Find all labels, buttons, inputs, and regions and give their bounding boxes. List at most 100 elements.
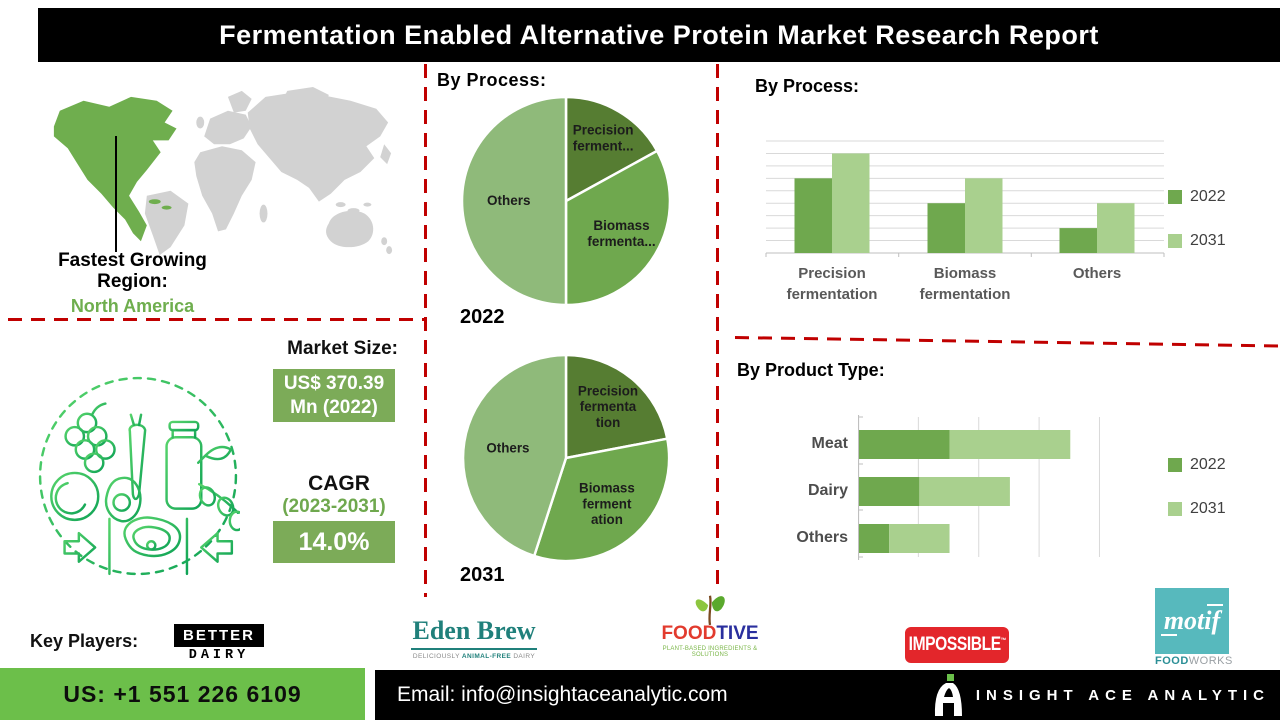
logo-eden-brew: Eden Brew DELICIOUSLY ANIMAL-FREE DAIRY: [411, 616, 537, 660]
fooditive-wordmark: FOODTIVE: [652, 623, 768, 645]
fooditive-plant-icon: [695, 595, 725, 625]
brand-name: INSIGHT ACE ANALYTIC: [975, 686, 1270, 704]
divider-right-horizontal: [734, 336, 1280, 348]
divider-vertical-2: [716, 64, 719, 592]
page-title: Fermentation Enabled Alternative Protein…: [219, 19, 1099, 50]
fooditive-part2: TIVE: [716, 623, 759, 644]
product-category-label: Dairy: [807, 482, 848, 499]
legend-item-2031: 2031: [1168, 500, 1226, 518]
fooditive-tagline: PLANT-BASED INGREDIENTS & SOLUTIONS: [662, 646, 758, 658]
contact-email: Email: info@insightaceanalytic.com: [397, 683, 728, 706]
cagr-value: 14.0%: [273, 521, 395, 563]
bar-category-label: Precision fermentation: [786, 265, 878, 303]
fastest-growing-region: Fastest Growing Region: North America: [40, 250, 225, 316]
stacked-bar-chart: [858, 415, 1100, 560]
pie-slice-label: Others: [486, 441, 529, 456]
phone-number: US: +1 551 226 6109: [63, 680, 302, 707]
pie-slice-others: [460, 95, 568, 307]
divider-vertical-1: [424, 64, 427, 597]
eden-brew-tagline: DELICIOUSLY ANIMAL-FREE DAIRY: [411, 653, 537, 660]
phone-banner: US: +1 551 226 6109: [0, 668, 365, 720]
pie-2022-year-label: 2022: [460, 306, 505, 328]
pie-chart-2022: Precision ferment... Biomass fermenta... Oth…: [460, 95, 672, 307]
grouped-bar-chart: [765, 140, 1165, 257]
stacked-bar-others-2031: [889, 524, 950, 553]
pie-slice-label: Others: [487, 193, 531, 208]
divider-left-horizontal: [8, 318, 425, 321]
logo-better-dairy: BETTER DAIRY: [174, 624, 264, 663]
bar-biomass-fermentation-2022: [927, 203, 965, 253]
region-value: North America: [70, 295, 195, 316]
product-chart-legend: 2022 2031: [1168, 456, 1226, 518]
pie-2031-year-label: 2031: [460, 564, 505, 586]
bar-category-label: Biomass fermentation: [919, 265, 1011, 303]
pie-slice-others: [461, 353, 568, 558]
pie-slice-precision-fermentation: [564, 353, 669, 460]
world-map: [53, 86, 393, 256]
better-dairy-top: BETTER: [174, 624, 264, 647]
motif-line-left: [1161, 634, 1177, 636]
fooditive-part1: FOOD: [661, 623, 717, 644]
pie-slice-label: Precision ferment...: [573, 122, 634, 153]
legend-swatch: [1168, 502, 1182, 516]
food-icons-illustration: [38, 376, 240, 576]
key-players-label: Key Players:: [30, 631, 139, 651]
legend-item-2031: 2031: [1168, 232, 1226, 250]
motif-line-right: [1207, 604, 1223, 606]
product-category-label: Meat: [811, 435, 848, 452]
bar-section-title: By Process:: [755, 76, 860, 96]
pie-slice-label: Precision fermenta tion: [578, 383, 638, 430]
insight-ace-logo-icon: [934, 674, 962, 716]
eden-tag-3: DAIRY: [513, 653, 536, 660]
market-size-label: Market Size:: [287, 338, 398, 359]
pie-slice-biomass-fermentation: [532, 437, 671, 563]
legend-swatch: [1168, 458, 1182, 472]
market-size-value: US$ 370.39 Mn (2022): [273, 369, 395, 422]
legend-swatch: [1168, 234, 1182, 248]
stacked-bar-meat-2022: [859, 430, 950, 459]
motif-foodworks: FOODWORKS: [1155, 654, 1232, 667]
eden-tag-1: DELICIOUSLY: [412, 653, 460, 660]
stacked-bar-others-2022: [859, 524, 890, 553]
legend-label: 2022: [1190, 456, 1226, 473]
legend-swatch: [1168, 190, 1182, 204]
pie-slice-biomass-fermentation: [564, 149, 672, 307]
bar-biomass-fermentation-2031: [965, 178, 1003, 253]
eden-brew-name: Eden Brew: [411, 616, 537, 650]
bar-precision-fermentation-2022: [794, 178, 832, 253]
stacked-bar-dairy-2031: [919, 477, 1010, 506]
motif-sub1: FOOD: [1155, 655, 1189, 667]
bar-category-label: Others: [1072, 265, 1122, 282]
better-dairy-bottom: DAIRY: [188, 648, 250, 663]
product-category-label: Others: [796, 529, 848, 546]
logo-impossible: IMPOSSIBLE™: [905, 627, 1009, 663]
bar-others-2031: [1097, 203, 1135, 253]
map-pointer-line: [115, 136, 117, 252]
bar-precision-fermentation-2031: [832, 153, 870, 253]
map-continents: [144, 86, 393, 256]
pie-slice-label: Biomass fermenta...: [587, 218, 655, 249]
legend-label: 2031: [1190, 500, 1226, 517]
pie-section-title: By Process:: [437, 70, 547, 90]
legend-label: 2031: [1190, 232, 1226, 249]
stacked-bar-meat-2031: [949, 430, 1071, 459]
legend-item-2022: 2022: [1168, 456, 1226, 474]
bar-others-2022: [1059, 228, 1097, 253]
bar-chart-legend: 2022 2031: [1168, 188, 1226, 250]
motif-square: motif: [1155, 588, 1229, 654]
impossible-name: IMPOSSIBLE: [908, 634, 1001, 655]
dashed-circle: [38, 376, 238, 576]
eden-tag-2: ANIMAL-FREE: [461, 653, 512, 660]
title-banner: Fermentation Enabled Alternative Protein…: [38, 8, 1280, 62]
motif-sub2: WORKS: [1188, 655, 1233, 667]
contact-banner: Email: info@insightaceanalytic.com INSIG…: [375, 670, 1280, 720]
pie-chart-2031: Precision fermenta tion Biomass ferment ation…: [461, 353, 671, 563]
logo-motif: motif FOODWORKS: [1155, 588, 1232, 667]
legend-item-2022: 2022: [1168, 188, 1226, 206]
cagr-label: CAGR: [308, 472, 370, 495]
legend-label: 2022: [1190, 188, 1226, 205]
stacked-bar-dairy-2022: [859, 477, 920, 506]
region-label-line1: Fastest Growing: [58, 250, 207, 271]
pie-slice-precision-fermentation: [564, 95, 659, 204]
